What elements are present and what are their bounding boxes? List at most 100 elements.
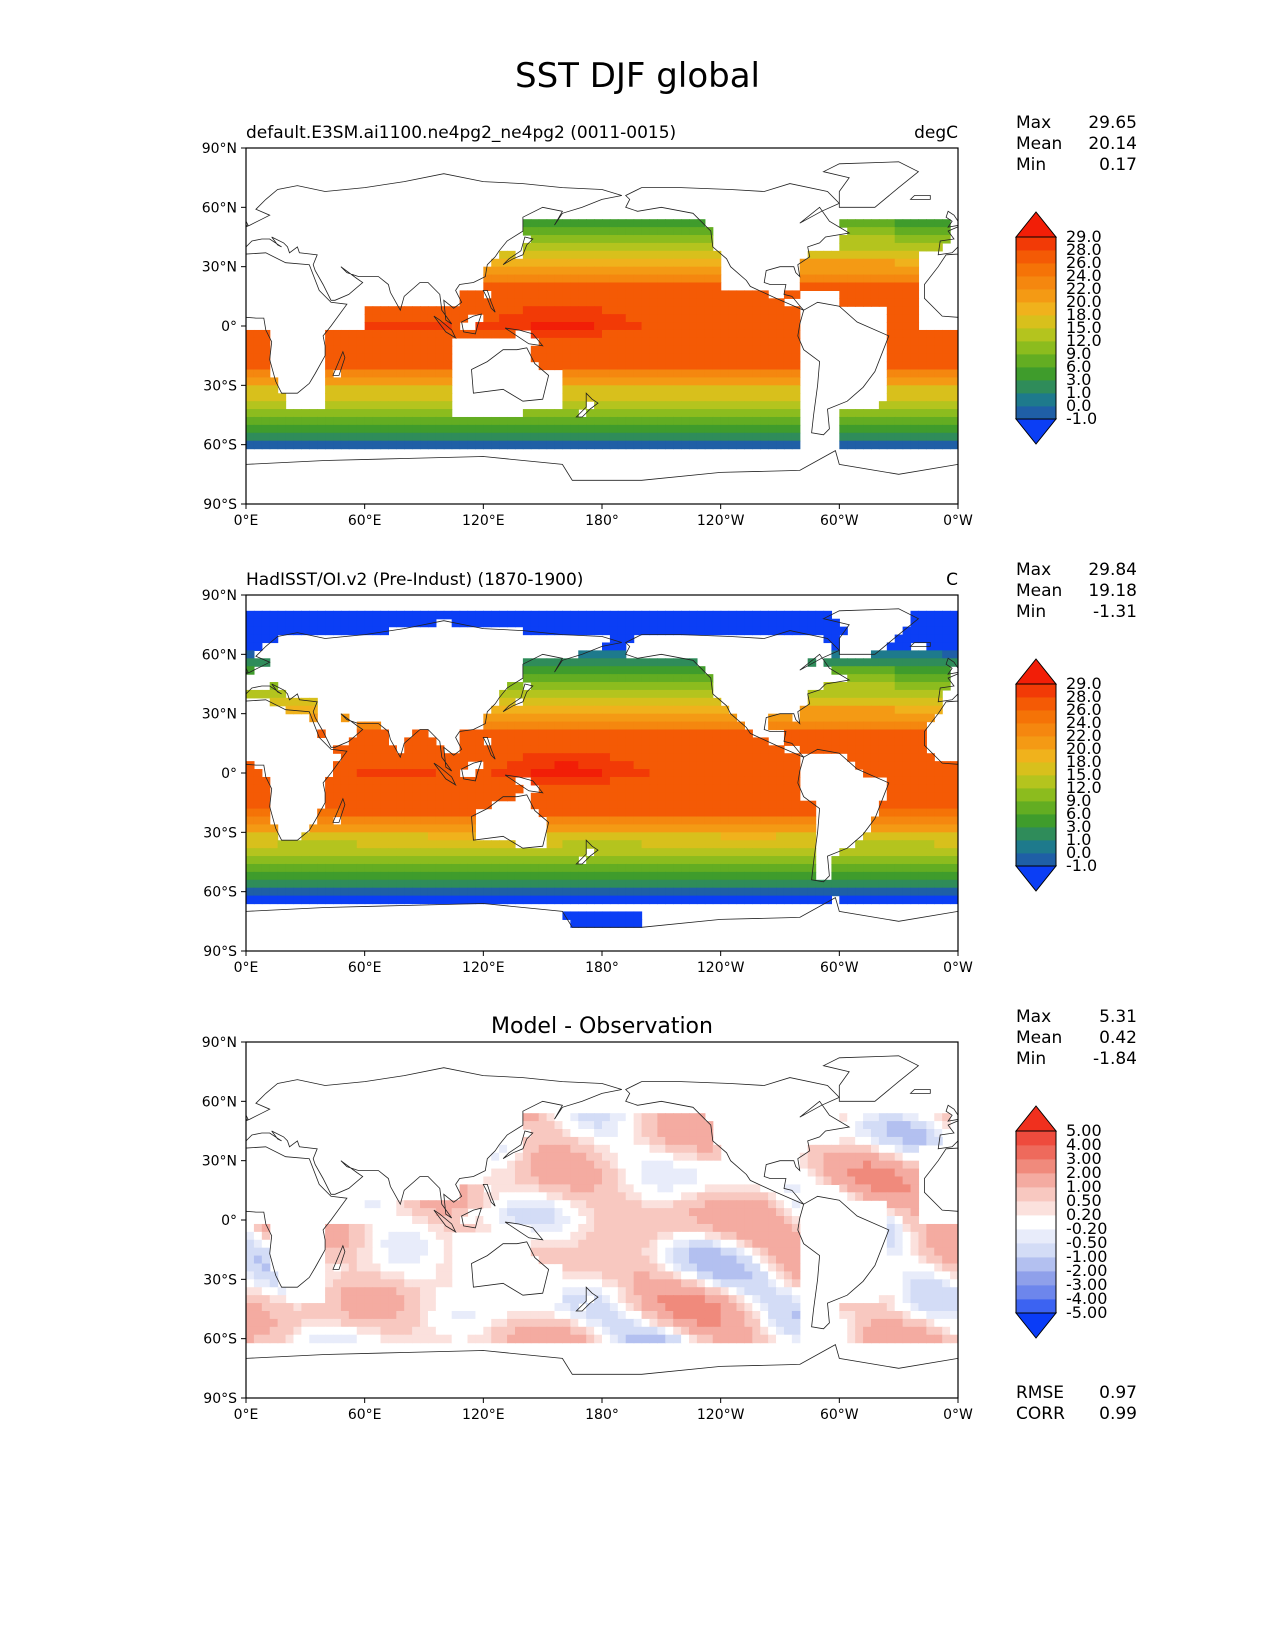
grid-cell bbox=[783, 800, 793, 810]
grid-cell bbox=[910, 393, 920, 402]
grid-cell bbox=[633, 610, 643, 620]
grid-cell bbox=[641, 266, 651, 276]
grid-cell bbox=[586, 424, 595, 434]
grid-cell bbox=[855, 666, 864, 675]
grid-cell bbox=[427, 1231, 437, 1241]
grid-cell bbox=[459, 737, 469, 746]
grid-cell bbox=[372, 409, 382, 418]
grid-cell bbox=[625, 784, 635, 794]
grid-cell bbox=[657, 674, 666, 683]
grid-cell bbox=[902, 314, 912, 323]
grid-cell bbox=[950, 800, 958, 810]
grid-cell bbox=[649, 1223, 658, 1233]
grid-cell bbox=[886, 816, 896, 826]
grid-cell bbox=[934, 792, 943, 802]
grid-cell bbox=[499, 274, 508, 284]
coastline bbox=[1146, 763, 1168, 785]
grid-cell bbox=[388, 1223, 397, 1233]
grid-cell bbox=[546, 1231, 556, 1241]
grid-cell bbox=[538, 761, 548, 770]
grid-cell bbox=[815, 689, 825, 699]
grid-cell bbox=[633, 792, 643, 802]
grid-cell bbox=[902, 1136, 912, 1146]
grid-cell bbox=[404, 776, 413, 786]
grid-cell bbox=[839, 274, 848, 284]
grid-cell bbox=[902, 1216, 912, 1225]
grid-cell bbox=[728, 618, 738, 628]
grid-cell bbox=[894, 666, 904, 675]
grid-cell bbox=[594, 290, 603, 299]
grid-cell bbox=[791, 879, 801, 889]
grid-cell bbox=[665, 242, 674, 252]
grid-cell bbox=[388, 1200, 397, 1209]
grid-cell bbox=[546, 1113, 556, 1122]
grid-cell bbox=[768, 792, 777, 802]
grid-cell bbox=[475, 856, 484, 865]
grid-cell bbox=[475, 753, 484, 762]
grid-cell bbox=[689, 697, 698, 707]
grid-cell bbox=[878, 650, 888, 659]
grid-cell bbox=[720, 784, 730, 794]
grid-cell bbox=[372, 610, 382, 620]
grid-cell bbox=[602, 1168, 611, 1178]
grid-cell bbox=[776, 432, 785, 442]
grid-cell bbox=[910, 832, 920, 841]
grid-cell bbox=[277, 393, 287, 402]
grid-cell bbox=[689, 282, 698, 291]
grid-cell bbox=[356, 610, 366, 620]
grid-cell bbox=[459, 808, 469, 818]
grid-cell bbox=[491, 863, 500, 873]
colorbar-label: 20.0 bbox=[1066, 292, 1102, 311]
grid-cell bbox=[689, 1184, 698, 1193]
grid-cell bbox=[396, 369, 405, 379]
grid-cell bbox=[404, 895, 413, 905]
grid-cell bbox=[783, 856, 793, 865]
grid-cell bbox=[459, 761, 469, 770]
grid-cell bbox=[546, 784, 556, 794]
grid-cell bbox=[799, 879, 809, 889]
grid-cell bbox=[855, 737, 864, 746]
grid-cell bbox=[704, 227, 714, 236]
grid-cell bbox=[412, 808, 421, 818]
grid-cell bbox=[530, 697, 540, 707]
grid-cell bbox=[609, 1223, 619, 1233]
grid-cell bbox=[807, 705, 817, 715]
grid-cell bbox=[317, 729, 326, 738]
grid-cell bbox=[910, 1216, 920, 1225]
grid-cell bbox=[372, 618, 382, 628]
grid-cell bbox=[277, 440, 287, 450]
grid-cell bbox=[641, 1176, 651, 1185]
grid-cell bbox=[649, 306, 658, 315]
grid-cell bbox=[538, 1231, 548, 1241]
grid-cell bbox=[459, 1192, 469, 1201]
grid-cell bbox=[277, 863, 287, 873]
grid-cell bbox=[807, 266, 817, 276]
grid-cell bbox=[404, 737, 413, 746]
grid-cell bbox=[514, 879, 524, 889]
grid-cell bbox=[847, 1121, 856, 1130]
grid-cell bbox=[594, 1152, 603, 1162]
grid-cell bbox=[625, 322, 635, 331]
grid-cell bbox=[348, 769, 358, 778]
grid-cell bbox=[427, 871, 437, 881]
grid-cell bbox=[791, 385, 801, 394]
grid-cell bbox=[649, 863, 658, 873]
grid-cell bbox=[562, 337, 571, 347]
grid-cell bbox=[839, 856, 848, 865]
grid-cell bbox=[768, 856, 777, 865]
grid-cell bbox=[673, 761, 682, 770]
grid-cell bbox=[665, 887, 674, 897]
grid-cell bbox=[554, 689, 564, 699]
grid-cell bbox=[514, 298, 524, 307]
grid-cell bbox=[689, 314, 698, 323]
grid-cell bbox=[807, 1160, 817, 1170]
coastline bbox=[482, 737, 496, 760]
grid-cell bbox=[609, 409, 619, 418]
grid-cell bbox=[926, 863, 935, 873]
grid-cell bbox=[625, 329, 635, 339]
grid-cell bbox=[942, 618, 951, 628]
grid-cell bbox=[586, 824, 595, 833]
grid-cell bbox=[673, 856, 682, 865]
panel-3: Model - Observation90°N60°N30°N0°30°S60°… bbox=[202, 1007, 1137, 1424]
grid-cell bbox=[783, 1184, 793, 1193]
